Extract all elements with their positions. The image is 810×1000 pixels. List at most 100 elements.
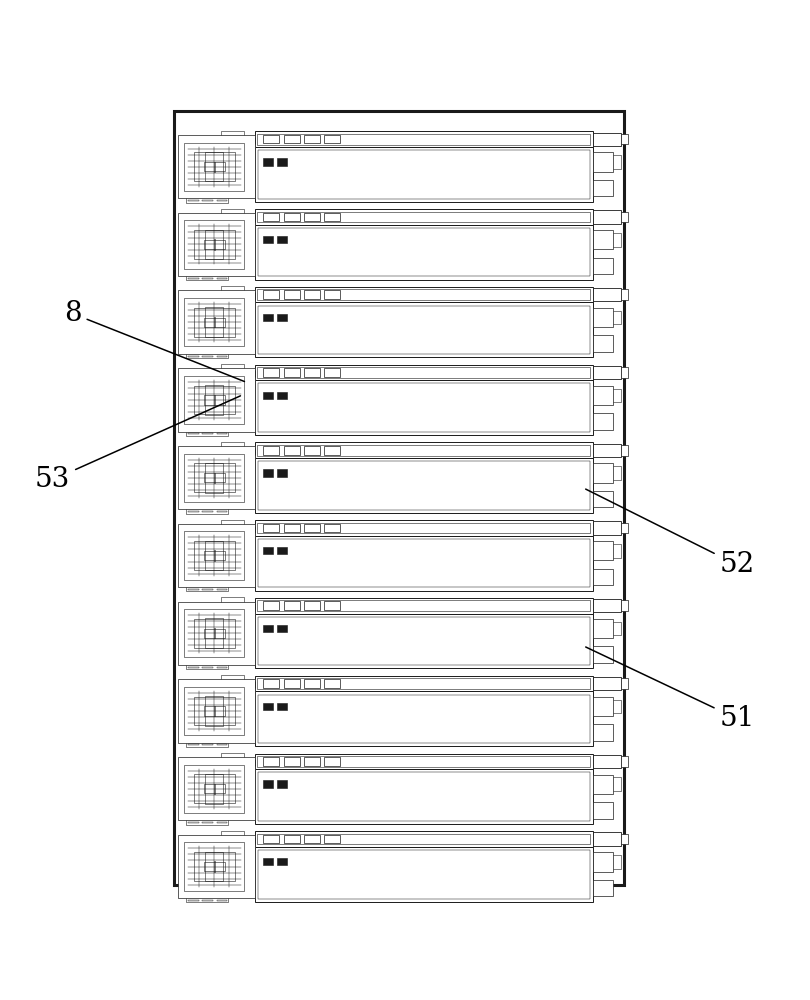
Bar bbox=[220, 131, 244, 135]
Bar bbox=[277, 236, 287, 243]
Bar bbox=[324, 446, 340, 455]
Bar bbox=[206, 307, 224, 337]
Bar bbox=[255, 225, 593, 280]
Bar bbox=[214, 706, 215, 716]
Bar bbox=[612, 389, 621, 402]
Bar bbox=[263, 858, 273, 865]
Bar bbox=[593, 521, 621, 535]
Bar bbox=[255, 302, 593, 357]
Bar bbox=[220, 520, 244, 524]
Bar bbox=[593, 677, 621, 690]
Bar bbox=[593, 463, 612, 483]
Bar bbox=[257, 367, 590, 378]
Bar bbox=[194, 541, 235, 570]
Bar bbox=[263, 213, 279, 221]
Bar bbox=[257, 445, 590, 456]
Bar bbox=[206, 618, 224, 648]
Bar bbox=[220, 597, 244, 602]
Bar bbox=[174, 111, 624, 885]
Bar bbox=[277, 392, 287, 399]
Bar bbox=[284, 524, 300, 532]
Bar bbox=[593, 413, 612, 430]
Bar bbox=[284, 835, 300, 843]
Bar bbox=[258, 772, 590, 821]
Bar bbox=[220, 286, 244, 290]
Bar bbox=[204, 473, 225, 482]
Bar bbox=[257, 678, 590, 689]
Bar bbox=[255, 598, 593, 614]
Bar bbox=[204, 395, 225, 405]
Bar bbox=[214, 550, 215, 561]
Bar bbox=[258, 306, 590, 354]
Bar bbox=[304, 368, 320, 377]
Bar bbox=[324, 213, 340, 221]
Bar bbox=[214, 239, 215, 250]
Bar bbox=[277, 703, 287, 710]
Text: 8: 8 bbox=[64, 300, 245, 382]
Text: 53: 53 bbox=[35, 396, 241, 493]
Bar bbox=[324, 679, 340, 688]
Bar bbox=[612, 855, 621, 869]
Bar bbox=[178, 368, 255, 432]
Bar bbox=[304, 757, 320, 766]
Bar bbox=[178, 757, 255, 820]
Bar bbox=[258, 695, 590, 743]
Bar bbox=[593, 802, 612, 819]
Bar bbox=[214, 628, 215, 638]
Bar bbox=[304, 446, 320, 455]
Bar bbox=[214, 395, 215, 405]
Bar bbox=[304, 601, 320, 610]
Bar bbox=[214, 162, 215, 172]
Bar bbox=[621, 600, 628, 611]
Bar bbox=[204, 784, 225, 793]
Bar bbox=[258, 383, 590, 432]
Bar bbox=[593, 569, 612, 585]
Bar bbox=[178, 290, 255, 354]
Bar bbox=[593, 755, 621, 768]
Bar bbox=[263, 469, 273, 477]
Bar bbox=[255, 754, 593, 769]
Bar bbox=[324, 290, 340, 299]
Bar bbox=[214, 473, 215, 483]
Bar bbox=[263, 625, 273, 632]
Bar bbox=[263, 290, 279, 299]
Bar bbox=[204, 706, 225, 716]
Bar bbox=[258, 150, 590, 199]
Bar bbox=[214, 861, 215, 872]
Bar bbox=[257, 289, 590, 300]
Bar bbox=[206, 230, 224, 259]
Bar bbox=[178, 835, 255, 898]
Bar bbox=[593, 724, 612, 741]
Bar bbox=[194, 386, 235, 414]
Bar bbox=[255, 691, 593, 746]
Bar bbox=[263, 835, 279, 843]
Bar bbox=[255, 769, 593, 824]
Bar bbox=[257, 756, 590, 767]
Bar bbox=[206, 385, 224, 415]
Bar bbox=[593, 852, 612, 872]
Bar bbox=[185, 842, 245, 891]
Bar bbox=[206, 696, 224, 726]
Bar bbox=[255, 442, 593, 458]
Bar bbox=[621, 756, 628, 767]
Bar bbox=[263, 392, 273, 399]
Bar bbox=[621, 523, 628, 533]
Bar bbox=[593, 444, 621, 457]
Bar bbox=[255, 209, 593, 225]
Bar bbox=[612, 466, 621, 480]
Bar bbox=[185, 609, 245, 657]
Bar bbox=[263, 158, 273, 166]
Bar bbox=[255, 520, 593, 536]
Bar bbox=[258, 461, 590, 510]
Bar bbox=[255, 147, 593, 202]
Bar bbox=[593, 230, 612, 249]
Bar bbox=[204, 629, 225, 638]
Bar bbox=[185, 298, 245, 346]
Bar bbox=[304, 135, 320, 143]
Bar bbox=[593, 180, 612, 196]
Bar bbox=[255, 536, 593, 591]
Text: 51: 51 bbox=[586, 647, 755, 732]
Bar bbox=[255, 380, 593, 435]
Bar bbox=[194, 697, 235, 725]
Bar bbox=[185, 376, 245, 424]
